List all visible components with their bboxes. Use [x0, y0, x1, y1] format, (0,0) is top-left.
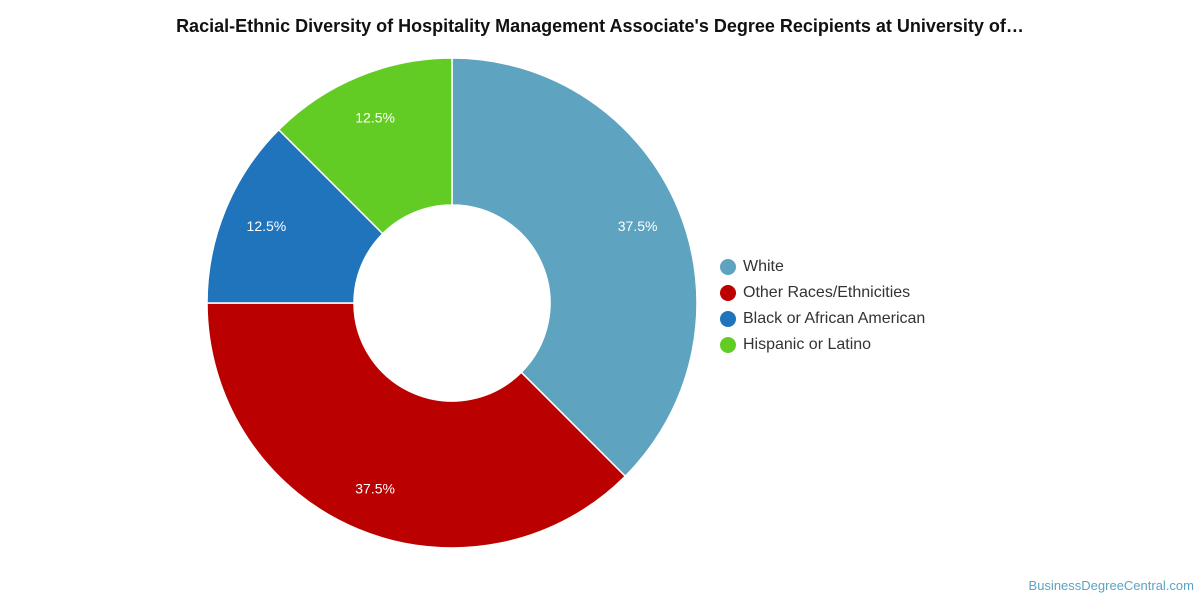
legend-item-other[interactable]: Other Races/Ethnicities — [720, 280, 925, 306]
legend-swatch-other — [720, 285, 736, 301]
labels-layer: 37.5% 37.5% 12.5% 12.5% — [247, 109, 658, 496]
legend-label-hispanic: Hispanic or Latino — [743, 336, 872, 353]
chart-title: Racial-Ethnic Diversity of Hospitality M… — [176, 16, 1024, 36]
slices-layer — [206, 57, 698, 549]
slice-label-white: 37.5% — [618, 218, 658, 234]
legend: White Other Races/Ethnicities Black or A… — [720, 254, 925, 358]
legend-label-black: Black or African American — [743, 310, 926, 327]
legend-item-black[interactable]: Black or African American — [720, 306, 925, 332]
slice-label-black: 12.5% — [247, 218, 287, 234]
legend-label-white: White — [743, 258, 784, 275]
legend-swatch-black — [720, 311, 736, 327]
slice-label-hispanic: 12.5% — [355, 109, 395, 125]
slice-other[interactable] — [206, 302, 627, 549]
legend-item-white[interactable]: White — [720, 254, 925, 280]
legend-item-hispanic[interactable]: Hispanic or Latino — [720, 332, 925, 358]
slice-hispanic[interactable] — [277, 57, 453, 235]
legend-label-other: Other Races/Ethnicities — [743, 284, 911, 301]
slice-label-other: 37.5% — [355, 481, 395, 497]
slice-white[interactable] — [451, 57, 698, 478]
source-credit[interactable]: BusinessDegreeCentral.com — [1028, 578, 1194, 593]
legend-swatch-hispanic — [720, 337, 736, 353]
legend-swatch-white — [720, 259, 736, 275]
slice-black[interactable] — [206, 128, 384, 304]
